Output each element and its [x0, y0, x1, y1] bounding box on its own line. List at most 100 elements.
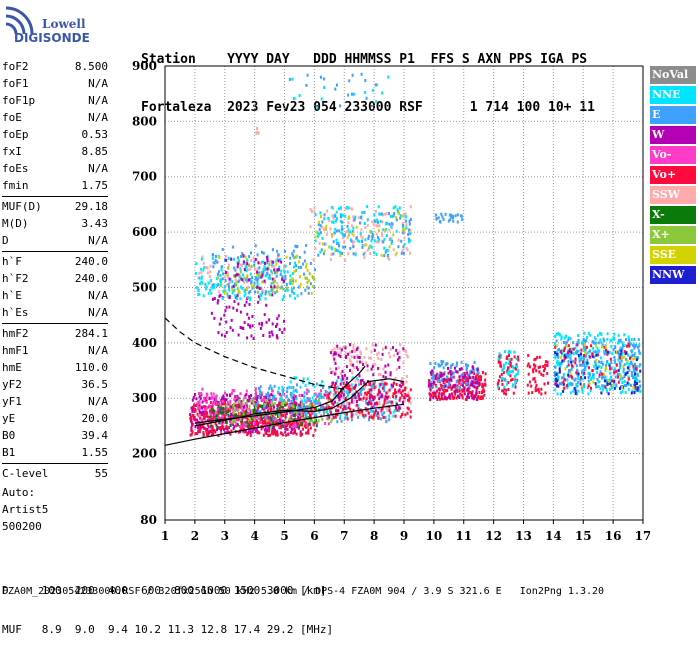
- echo-point: [360, 234, 362, 238]
- echo-point: [330, 384, 333, 388]
- echo-point: [244, 412, 247, 416]
- echo-point: [334, 361, 337, 365]
- echo-point: [592, 380, 595, 384]
- echo-point: [456, 386, 458, 390]
- echo-point: [366, 218, 369, 222]
- echo-point: [554, 354, 557, 358]
- echo-point: [459, 392, 462, 396]
- echo-point: [256, 127, 258, 131]
- echo-point: [196, 418, 198, 422]
- echo-point: [250, 264, 253, 268]
- echo-point: [293, 418, 296, 421]
- echo-point: [511, 377, 514, 381]
- echo-point: [634, 380, 636, 384]
- echo-point: [328, 398, 331, 402]
- echo-point: [191, 408, 194, 412]
- echo-point: [628, 382, 630, 386]
- echo-point: [622, 364, 625, 368]
- echo-point: [398, 350, 401, 354]
- echo-point: [350, 355, 353, 359]
- echo-point: [270, 330, 273, 334]
- echo-point: [452, 375, 455, 379]
- param-value: N/A: [88, 344, 108, 357]
- echo-point: [597, 353, 599, 357]
- echo-point: [300, 265, 302, 269]
- echo-point: [351, 232, 354, 236]
- autoscaling-info: Auto: Artist5 500200: [2, 484, 48, 535]
- echo-point: [197, 293, 200, 297]
- echo-point: [613, 359, 616, 363]
- echo-point: [441, 397, 444, 401]
- echo-point: [291, 272, 294, 275]
- echo-point: [615, 383, 618, 387]
- echo-point: [313, 211, 316, 215]
- echo-point: [284, 264, 287, 268]
- echo-point: [214, 258, 217, 262]
- echo-point: [211, 253, 214, 257]
- echo-point: [227, 266, 230, 270]
- echo-point: [471, 392, 473, 396]
- echo-point: [376, 224, 379, 228]
- echo-point: [238, 405, 241, 409]
- echo-point: [517, 355, 519, 359]
- echo-point: [329, 367, 332, 371]
- echo-point: [626, 344, 629, 348]
- echo-point: [228, 409, 231, 413]
- echo-point: [298, 94, 301, 97]
- echo-point: [248, 395, 251, 399]
- echo-point: [384, 364, 387, 368]
- echo-point: [263, 405, 265, 409]
- echo-point: [223, 402, 226, 405]
- echo-point: [294, 296, 297, 300]
- echo-point: [335, 210, 338, 214]
- echo-point: [584, 366, 587, 370]
- echo-point: [189, 413, 192, 416]
- echo-point: [242, 327, 245, 330]
- echo-point: [363, 381, 366, 385]
- echo-point: [240, 422, 243, 426]
- echo-point: [293, 414, 296, 417]
- echo-point: [198, 276, 201, 280]
- echo-point: [364, 238, 367, 242]
- echo-point: [303, 403, 305, 407]
- echo-point: [441, 362, 443, 366]
- echo-point: [502, 363, 505, 367]
- echo-point: [569, 336, 572, 340]
- echo-point: [270, 386, 273, 390]
- echo-point: [466, 381, 469, 385]
- echo-point: [363, 256, 366, 260]
- echo-point: [316, 106, 319, 110]
- echo-point: [235, 308, 238, 312]
- echo-point: [501, 378, 504, 382]
- echo-point: [321, 380, 323, 384]
- echo-point: [579, 382, 582, 386]
- param-name: foEp: [2, 128, 29, 141]
- echo-point: [221, 426, 224, 430]
- echo-point: [392, 414, 395, 418]
- echo-point: [216, 273, 219, 276]
- echo-point: [289, 421, 292, 425]
- echo-point: [619, 346, 622, 350]
- echo-point: [581, 340, 584, 344]
- echo-point: [255, 397, 258, 401]
- echo-point: [595, 363, 597, 367]
- echo-point: [499, 362, 502, 366]
- echo-point: [556, 362, 559, 366]
- echo-point: [582, 360, 584, 364]
- echo-point: [514, 382, 517, 386]
- echo-point: [237, 302, 240, 306]
- echo-point: [339, 414, 342, 418]
- echo-point: [631, 389, 634, 393]
- echo-point: [273, 268, 276, 272]
- echo-point: [236, 414, 239, 418]
- echo-point: [193, 393, 196, 396]
- echo-point: [263, 403, 266, 406]
- echo-point: [466, 374, 469, 378]
- echo-point: [296, 411, 299, 415]
- echo-point: [204, 282, 207, 286]
- echo-point: [294, 255, 297, 259]
- echo-point: [227, 282, 230, 286]
- echo-point: [613, 337, 615, 341]
- echo-point: [199, 424, 202, 428]
- x-tick-label: 1: [161, 529, 169, 543]
